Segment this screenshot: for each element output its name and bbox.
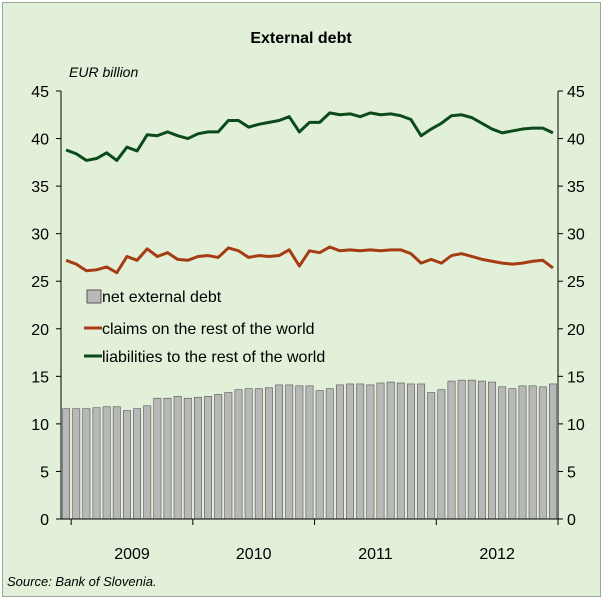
axes [56,90,563,525]
net-external-debt-bar [386,381,395,520]
x-year-label: 2009 [114,546,150,563]
legend-swatch-net-external-debt [86,289,102,304]
left-y-tick-label: 25 [31,274,49,291]
net-external-debt-bar [62,408,71,520]
right-y-tick-label: 35 [567,179,585,196]
right-y-tick-label: 30 [567,227,585,244]
right-y-tick-label: 10 [567,417,585,434]
net-external-debt-bar [254,388,263,520]
net-external-debt-bar [406,383,415,520]
net-external-debt-bar [538,386,547,520]
net-external-debt-bar [447,380,456,520]
net-external-debt-bar [204,396,213,520]
net-external-debt-bar [122,410,131,520]
legend-label-claims: claims on the rest of the world [102,321,315,338]
left-y-tick-label: 45 [31,84,49,101]
right-y-tick-label: 40 [567,132,585,149]
net-external-debt-bar [234,389,243,520]
unit-label: EUR billion [69,64,138,80]
x-axis-year-labels: 2009 2010 2011 2012 [114,546,515,563]
net-external-debt-bar [244,388,253,520]
net-external-debt-bar [295,385,304,520]
right-y-tick-label: 25 [567,274,585,291]
net-external-debt-bar [183,397,192,520]
source-note: Source: Bank of Slovenia. [7,574,157,589]
net-external-debt-bar [264,387,273,520]
net-external-debt-bar [275,384,284,520]
net-external-debt-bar [214,394,223,520]
left-y-tick-label: 35 [31,179,49,196]
claims-line [65,245,554,275]
legend-label-liabilities: liabilities to the rest of the world [102,349,325,366]
net-external-debt-bar [173,396,182,520]
right-y-tick-label: 45 [567,84,585,101]
net-external-debt-bar [163,397,172,520]
legend-label-net-external-debt: net external debt [102,289,222,306]
left-y-tick-label: 30 [31,227,49,244]
net-external-debt-bar [467,379,476,520]
left-y-tick-label: 10 [31,417,49,434]
net-external-debt-bar [518,385,527,520]
net-external-debt-bar [437,389,446,520]
left-y-tick-label: 0 [40,512,49,529]
net-external-debt-bar [325,388,334,520]
net-external-debt-bars [62,379,557,520]
left-y-tick-label: 40 [31,132,49,149]
net-external-debt-bar [224,392,233,520]
x-year-label: 2011 [358,546,393,563]
net-external-debt-bar [366,384,375,520]
right-y-axis-labels: 0 5 10 15 20 25 30 35 40 45 [567,84,585,529]
net-external-debt-bar [346,383,355,520]
net-external-debt-bar [153,397,162,520]
right-y-tick-label: 15 [567,369,585,386]
right-y-tick-label: 0 [567,512,576,529]
chart-title: External debt [250,30,352,47]
net-external-debt-bar [102,406,111,520]
net-external-debt-bar [528,385,537,520]
net-external-debt-bar [92,407,101,520]
left-y-tick-label: 20 [31,322,49,339]
net-external-debt-bar [477,380,486,520]
external-debt-chart: External debt EUR billion 0 5 10 15 20 25 30 35… [7,30,585,589]
net-external-debt-bar [285,384,294,520]
net-external-debt-bar [508,388,517,520]
x-year-label: 2010 [236,546,272,563]
net-external-debt-bar [335,384,344,520]
net-external-debt-bar [488,381,497,520]
net-external-debt-bar [193,396,202,520]
left-y-axis-labels: 0 5 10 15 20 25 30 35 40 45 [31,84,49,529]
right-y-tick-label: 5 [567,464,576,481]
net-external-debt-bar [356,383,365,520]
net-external-debt-bar [376,382,385,520]
legend: net external debt claims on the rest of … [84,289,325,366]
net-external-debt-bar [457,379,466,520]
net-external-debt-bar [72,408,81,520]
left-y-tick-label: 5 [40,464,49,481]
net-external-debt-bar [427,392,436,520]
x-year-label: 2012 [479,546,515,563]
liabilities-line [65,111,554,162]
net-external-debt-bar [133,408,142,520]
left-y-tick-label: 15 [31,369,49,386]
net-external-debt-bar [396,382,405,520]
right-y-tick-label: 20 [567,322,585,339]
net-external-debt-bar [143,405,152,520]
net-external-debt-bar [498,386,507,520]
net-external-debt-bar [82,408,91,520]
series-lines [65,111,554,275]
net-external-debt-bar [305,385,314,520]
net-external-debt-bar [315,390,324,520]
net-external-debt-bar [112,406,121,520]
net-external-debt-bar [548,383,557,520]
net-external-debt-bar [417,383,426,520]
